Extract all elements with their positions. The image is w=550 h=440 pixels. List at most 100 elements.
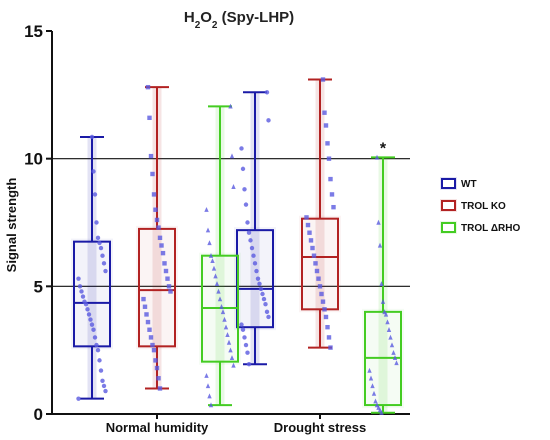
data-point (166, 284, 172, 289)
x-category-label: Drought stress (274, 420, 366, 435)
data-point (100, 253, 105, 258)
y-axis-label: Signal strength (4, 178, 19, 273)
data-point (154, 365, 160, 371)
data-point (394, 360, 399, 366)
data-point (228, 347, 233, 353)
data-point (320, 299, 326, 304)
box-iqr (73, 240, 111, 348)
data-point (162, 261, 167, 266)
data-point (144, 312, 149, 317)
data-point (103, 268, 108, 274)
data-point (314, 268, 320, 274)
data-point (95, 235, 101, 241)
data-point (216, 288, 221, 294)
data-point (379, 281, 384, 286)
data-point (254, 268, 259, 274)
data-point (245, 220, 250, 225)
data-point (305, 222, 311, 228)
data-point (326, 156, 332, 161)
data-point (76, 276, 81, 281)
data-point (264, 90, 270, 95)
data-point (208, 402, 214, 408)
data-point (323, 123, 329, 128)
box-glow (71, 238, 113, 350)
data-point (77, 284, 83, 289)
data-point (156, 225, 161, 230)
data-point (219, 304, 224, 309)
data-point (310, 245, 315, 251)
data-point (367, 367, 372, 373)
data-point (240, 166, 246, 172)
data-point (151, 347, 157, 353)
box-iqr (301, 217, 339, 311)
data-point (385, 319, 390, 325)
data-point (383, 311, 389, 317)
data-point (377, 242, 383, 248)
data-point (89, 322, 95, 327)
data-point (145, 84, 151, 90)
data-point (92, 335, 98, 340)
data-point (205, 227, 211, 233)
data-point (328, 176, 333, 182)
data-point (153, 358, 158, 363)
chart-title-sub: 2 (195, 20, 201, 31)
data-point (157, 386, 163, 391)
plot-area: 0 5 10 15 Normal humidity Drought stress * (24, 22, 410, 435)
data-point (249, 245, 255, 251)
y-tick-label: 0 (34, 405, 43, 424)
data-point (165, 276, 170, 281)
data-point (80, 294, 86, 299)
data-point (153, 207, 158, 212)
data-point (150, 342, 155, 348)
data-point (329, 192, 335, 197)
data-point (156, 376, 161, 381)
data-point (319, 291, 324, 297)
box-glow (299, 215, 341, 313)
data-point (223, 324, 229, 330)
data-point (150, 171, 155, 177)
data-point (304, 215, 309, 220)
data-point (213, 273, 218, 279)
data-point (326, 335, 332, 340)
data-point (231, 184, 236, 189)
data-point (220, 309, 226, 315)
legend-swatch (441, 178, 456, 189)
data-point (97, 358, 102, 363)
data-point (231, 362, 236, 368)
data-point (243, 342, 249, 348)
legend: WT TROL KO TROL ΔRHO (440, 177, 520, 234)
data-point (325, 141, 330, 146)
data-point (258, 286, 264, 292)
data-point (204, 207, 209, 212)
data-point (94, 220, 99, 225)
data-point (392, 355, 398, 361)
data-point (325, 324, 330, 330)
data-point (207, 240, 212, 246)
data-point (264, 309, 270, 315)
data-point (322, 110, 327, 115)
legend-entry-label: TROL ΔRHO (461, 223, 520, 234)
data-point (85, 307, 90, 312)
data-point (205, 383, 211, 389)
data-point (382, 309, 387, 315)
data-point (374, 402, 380, 408)
chart-title-part: H (184, 9, 195, 26)
data-point (320, 77, 326, 82)
data-point (204, 373, 209, 378)
data-point (147, 327, 152, 332)
data-point (92, 192, 98, 197)
data-point (373, 398, 378, 404)
data-point (377, 407, 383, 413)
data-point (82, 299, 87, 304)
box-glow (136, 225, 178, 350)
data-point (157, 235, 163, 241)
data-point (154, 217, 160, 223)
data-point (386, 327, 392, 332)
data-point (311, 253, 317, 258)
data-point (308, 238, 314, 243)
data-point (98, 245, 104, 251)
data-point (370, 383, 375, 389)
chart-title: H2O2 (Spy-LHP) (184, 9, 294, 31)
data-point (210, 258, 215, 263)
data-point (261, 296, 267, 302)
